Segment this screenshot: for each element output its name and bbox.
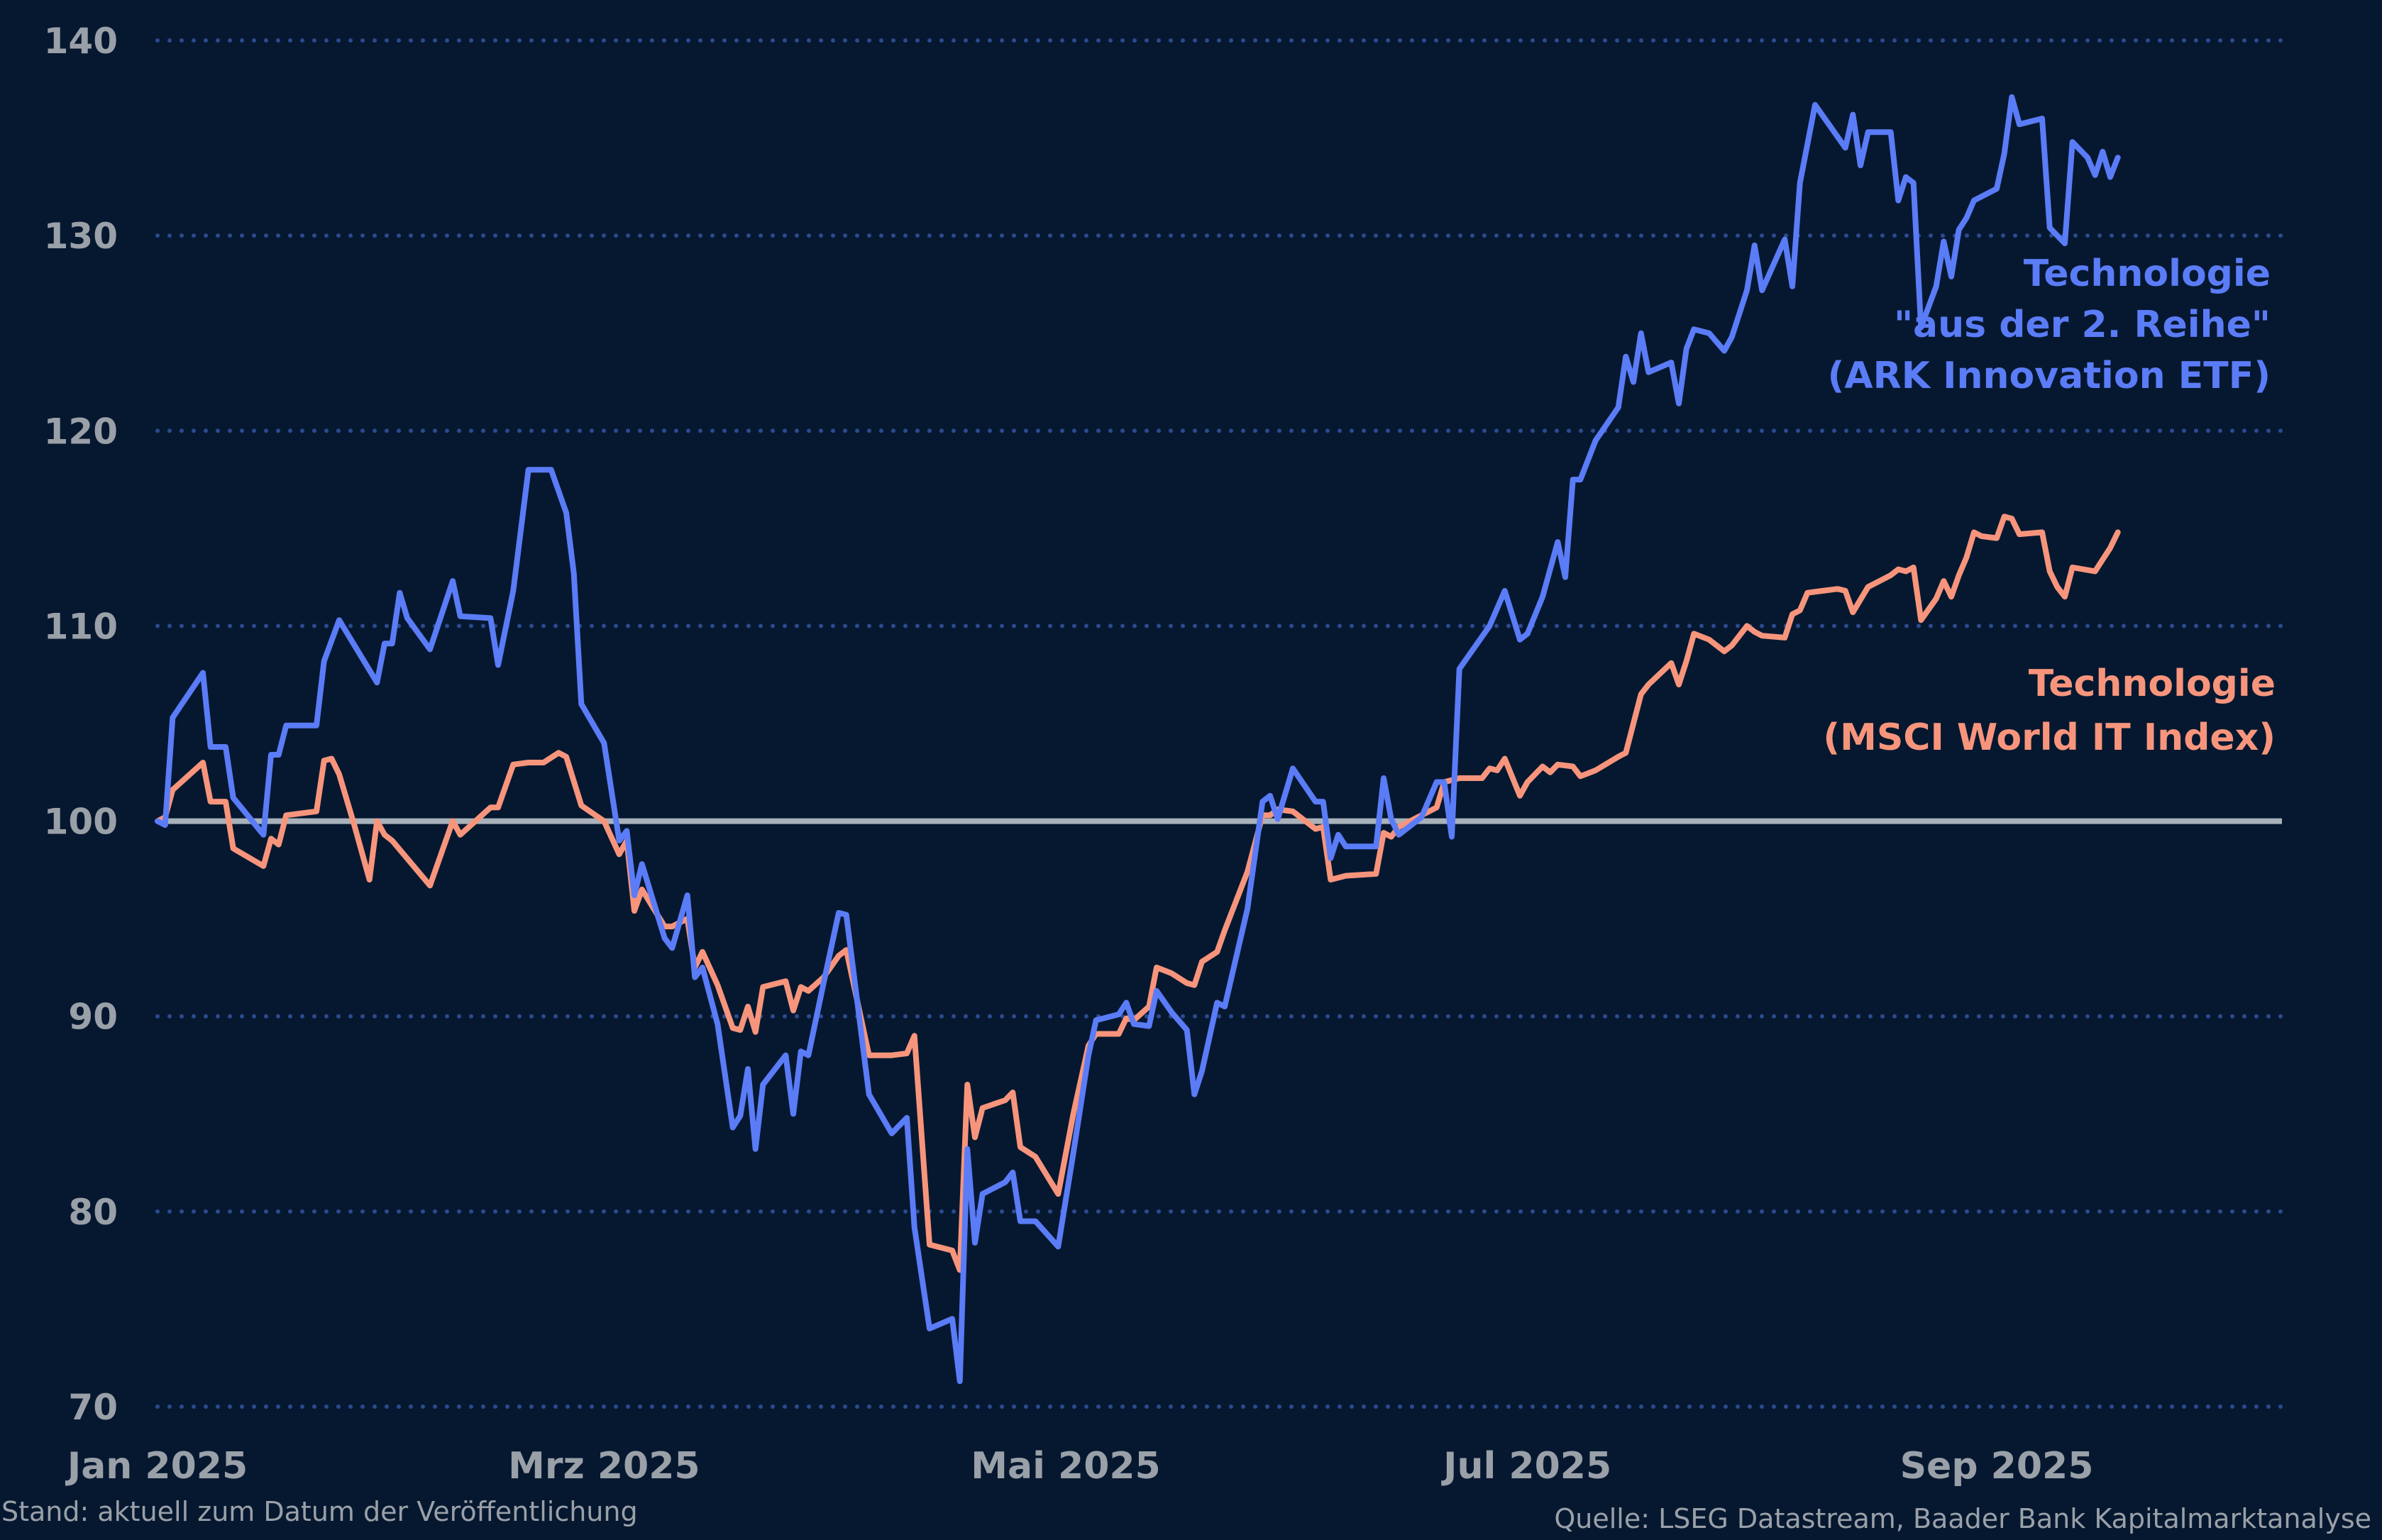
y-tick-label: 140 — [44, 21, 118, 62]
y-tick-label: 80 — [68, 1192, 118, 1233]
x-axis-ticks: Jan 2025 Mrz 2025 Mai 2025 Jul 2025 Sep 2025 — [65, 1445, 2094, 1488]
msci-label-line: Technologie — [2029, 663, 2276, 705]
y-tick-label: 120 — [44, 411, 118, 452]
x-tick-label: Jul 2025 — [1441, 1445, 1611, 1488]
series-labels: Technologie "aus der 2. Reihe" (ARK Innova… — [1823, 253, 2276, 759]
y-tick-label: 110 — [44, 606, 118, 647]
series-lines — [155, 94, 2121, 1385]
footnote-source: Quelle: LSEG Datastream, Baader Bank Kap… — [1554, 1503, 2371, 1534]
x-tick-label: Mai 2025 — [971, 1445, 1161, 1488]
series-line-msci — [155, 514, 2121, 1273]
y-axis-ticks: 70 80 90 100 110 120 130 140 — [44, 21, 118, 1428]
series-line-ark — [155, 94, 2121, 1385]
ark-label-line: (ARK Innovation ETF) — [1828, 355, 2271, 397]
x-tick-label: Mrz 2025 — [508, 1445, 700, 1488]
y-tick-label: 130 — [44, 216, 118, 257]
msci-label-line: (MSCI World IT Index) — [1823, 716, 2276, 759]
y-tick-label: 70 — [68, 1387, 118, 1428]
footnote-date: Stand: aktuell zum Datum der Veröffentli… — [1, 1496, 638, 1527]
x-tick-label: Jan 2025 — [65, 1445, 248, 1488]
x-tick-label: Sep 2025 — [1900, 1445, 2094, 1488]
y-tick-label: 90 — [68, 997, 118, 1038]
y-tick-label: 100 — [44, 802, 118, 843]
ark-label-line: Technologie — [2024, 253, 2271, 295]
ark-label-line: "aus der 2. Reihe" — [1894, 304, 2271, 346]
